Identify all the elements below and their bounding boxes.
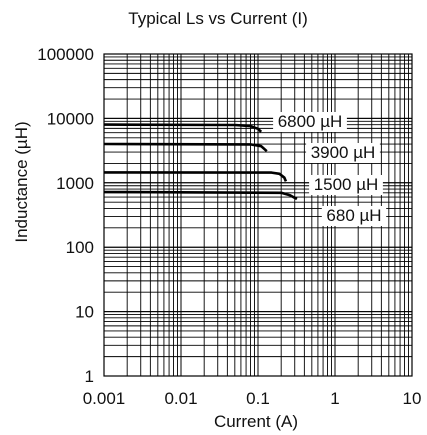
- series-line: [103, 142, 268, 153]
- y-tick-label: 100000: [37, 45, 94, 64]
- series-label: 6800 µH: [278, 112, 343, 131]
- series-line: [103, 190, 298, 201]
- series-label-background: [321, 206, 387, 226]
- y-tick-label: 1: [85, 367, 94, 386]
- chart-title: Typical Ls vs Current (I): [128, 9, 308, 28]
- x-tick-label: 1: [330, 389, 339, 408]
- y-tick-label: 10000: [47, 109, 94, 128]
- series-label: 1500 µH: [314, 175, 379, 194]
- series-layer: 6800 µH 3900 µH 1500 µH 680 µH: [103, 112, 387, 226]
- x-tick-label: 0.001: [83, 389, 126, 408]
- series-label-background: [306, 143, 380, 163]
- series-line: [103, 123, 263, 133]
- series-label: 3900 µH: [311, 143, 376, 162]
- y-axis-label: Inductance (µH): [12, 121, 31, 242]
- series-line: [103, 171, 288, 182]
- plot-frame: [103, 53, 413, 377]
- x-tick-label: 0.01: [164, 389, 197, 408]
- series-label: 680 µH: [326, 206, 381, 225]
- series-label-background: [309, 175, 383, 195]
- series-label-background: [273, 112, 347, 132]
- x-tick-label: 10: [403, 389, 422, 408]
- tick-labels: 0.001 0.01 0.1 1 10 1 10 100 1000 10000 100000: [37, 45, 421, 408]
- x-tick-label: 0.1: [246, 389, 270, 408]
- y-tick-label: 100: [66, 238, 94, 257]
- x-axis-label: Current (A): [214, 412, 298, 431]
- y-tick-label: 1000: [56, 174, 94, 193]
- plot-grid: [103, 53, 413, 377]
- y-tick-label: 10: [75, 303, 94, 322]
